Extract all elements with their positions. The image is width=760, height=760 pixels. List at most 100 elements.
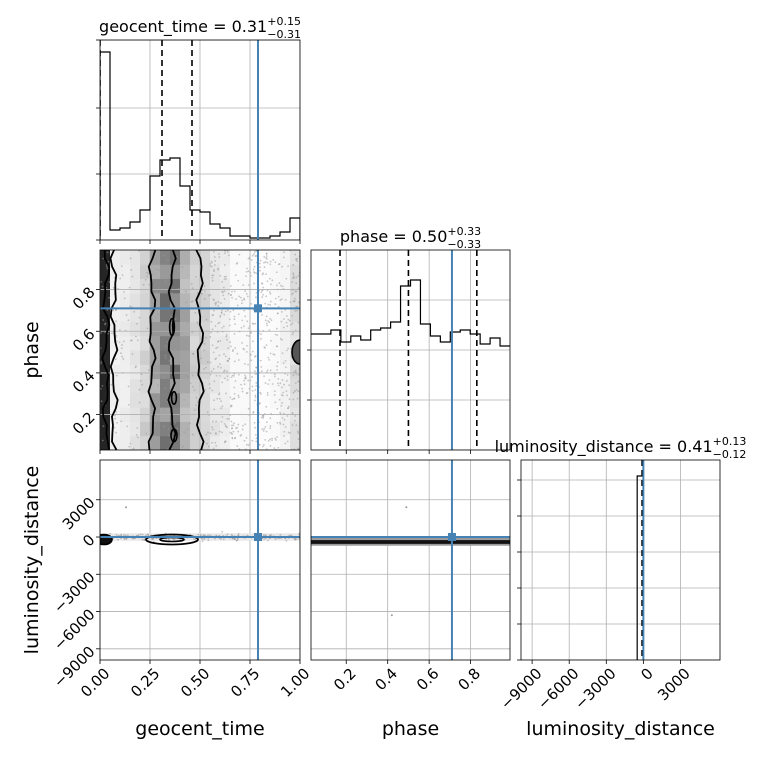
sample-point: [208, 383, 211, 385]
x-tick-label: 0.75: [227, 664, 263, 700]
sample-point: [153, 325, 155, 328]
sample-point: [245, 436, 248, 439]
sample-point: [295, 290, 298, 293]
sample-point: [276, 361, 279, 364]
sample-point: [296, 309, 298, 312]
density-cell: [130, 292, 141, 308]
sample-point: [290, 293, 293, 296]
sample-point: [223, 298, 226, 300]
density-cell: [120, 264, 131, 280]
sample-point: [276, 422, 279, 424]
sample-point: [224, 355, 227, 358]
sample-point: [219, 363, 221, 365]
sample-point: [277, 295, 280, 298]
sample-point: [279, 533, 282, 536]
sample-point: [113, 426, 116, 429]
density-cell: [280, 321, 291, 337]
sample-point: [277, 382, 279, 385]
density-cell: [150, 278, 161, 294]
sample-point: [293, 297, 296, 300]
density-cell: [250, 435, 261, 450]
sample-point: [283, 418, 286, 421]
sample-point: [237, 279, 240, 282]
sample-point: [138, 250, 141, 252]
sample-point: [265, 315, 268, 318]
sample-point: [200, 292, 203, 295]
sample-point: [181, 266, 184, 269]
sample-point: [192, 537, 195, 540]
sample-point: [211, 389, 214, 392]
sample-point: [282, 391, 285, 394]
sample-point: [251, 340, 254, 343]
sample-point: [267, 320, 269, 322]
density-cell: [240, 350, 251, 365]
sample-point: [297, 301, 300, 304]
sample-point: [228, 417, 231, 420]
sample-point: [268, 277, 271, 280]
sample-point: [164, 345, 167, 348]
sample-point: [229, 431, 232, 434]
density-cell: [250, 250, 261, 265]
sample-point: [283, 318, 285, 320]
density-cell: [200, 292, 211, 308]
density-cell: [210, 421, 221, 437]
sample-point: [156, 291, 158, 294]
sample-point: [205, 318, 208, 321]
contour-island: [170, 428, 178, 443]
sample-point: [295, 276, 298, 279]
sample-point: [129, 257, 132, 260]
sample-point: [245, 275, 247, 278]
sample-point: [281, 265, 284, 268]
sample-point: [220, 302, 222, 304]
density-cell: [230, 364, 241, 380]
sample-point: [250, 332, 252, 334]
sample-point: [194, 409, 196, 411]
sample-point: [266, 280, 269, 283]
sample-point: [282, 412, 285, 415]
sample-point: [225, 392, 227, 395]
density-cell: [210, 364, 221, 380]
density-cell: [290, 321, 300, 337]
density-cell: [220, 364, 231, 380]
density-cell: [170, 378, 181, 394]
density-cell: [260, 435, 271, 450]
sample-point: [229, 396, 232, 399]
sample-point: [155, 268, 158, 271]
density-cell: [220, 392, 231, 408]
density-cell: [210, 278, 221, 294]
sample-point: [162, 425, 165, 428]
sample-point: [271, 439, 273, 442]
sample-point: [274, 303, 277, 306]
sample-point: [232, 309, 235, 312]
density-cell: [180, 435, 191, 450]
density-cell: [280, 250, 291, 265]
sample-point: [166, 327, 169, 329]
sample-point: [297, 438, 300, 440]
sample-point: [119, 277, 122, 280]
sample-point: [260, 416, 263, 419]
sample-point: [217, 393, 220, 396]
sample-point: [236, 445, 239, 447]
sample-point: [294, 382, 297, 384]
sample-point: [241, 387, 244, 390]
sample-point: [270, 534, 273, 536]
sample-point: [122, 340, 125, 343]
sample-point: [280, 298, 283, 301]
density-cell: [160, 264, 171, 280]
sample-point: [232, 430, 235, 433]
sample-point: [100, 400, 103, 403]
density-cell: [140, 250, 151, 265]
density-cell: [180, 378, 191, 394]
ylabel-luminosity-distance: luminosity_distance: [21, 466, 43, 655]
sample-point: [231, 374, 234, 377]
sample-point: [100, 387, 102, 390]
density-cell: [130, 435, 141, 450]
y-tick-label: 0: [79, 531, 98, 550]
density-cell: [230, 321, 241, 337]
density-cell: [110, 435, 121, 450]
sample-point: [114, 358, 117, 361]
sample-point: [254, 322, 257, 325]
sample-point: [276, 284, 278, 287]
density-cell: [110, 250, 121, 265]
sample-point: [181, 381, 184, 383]
